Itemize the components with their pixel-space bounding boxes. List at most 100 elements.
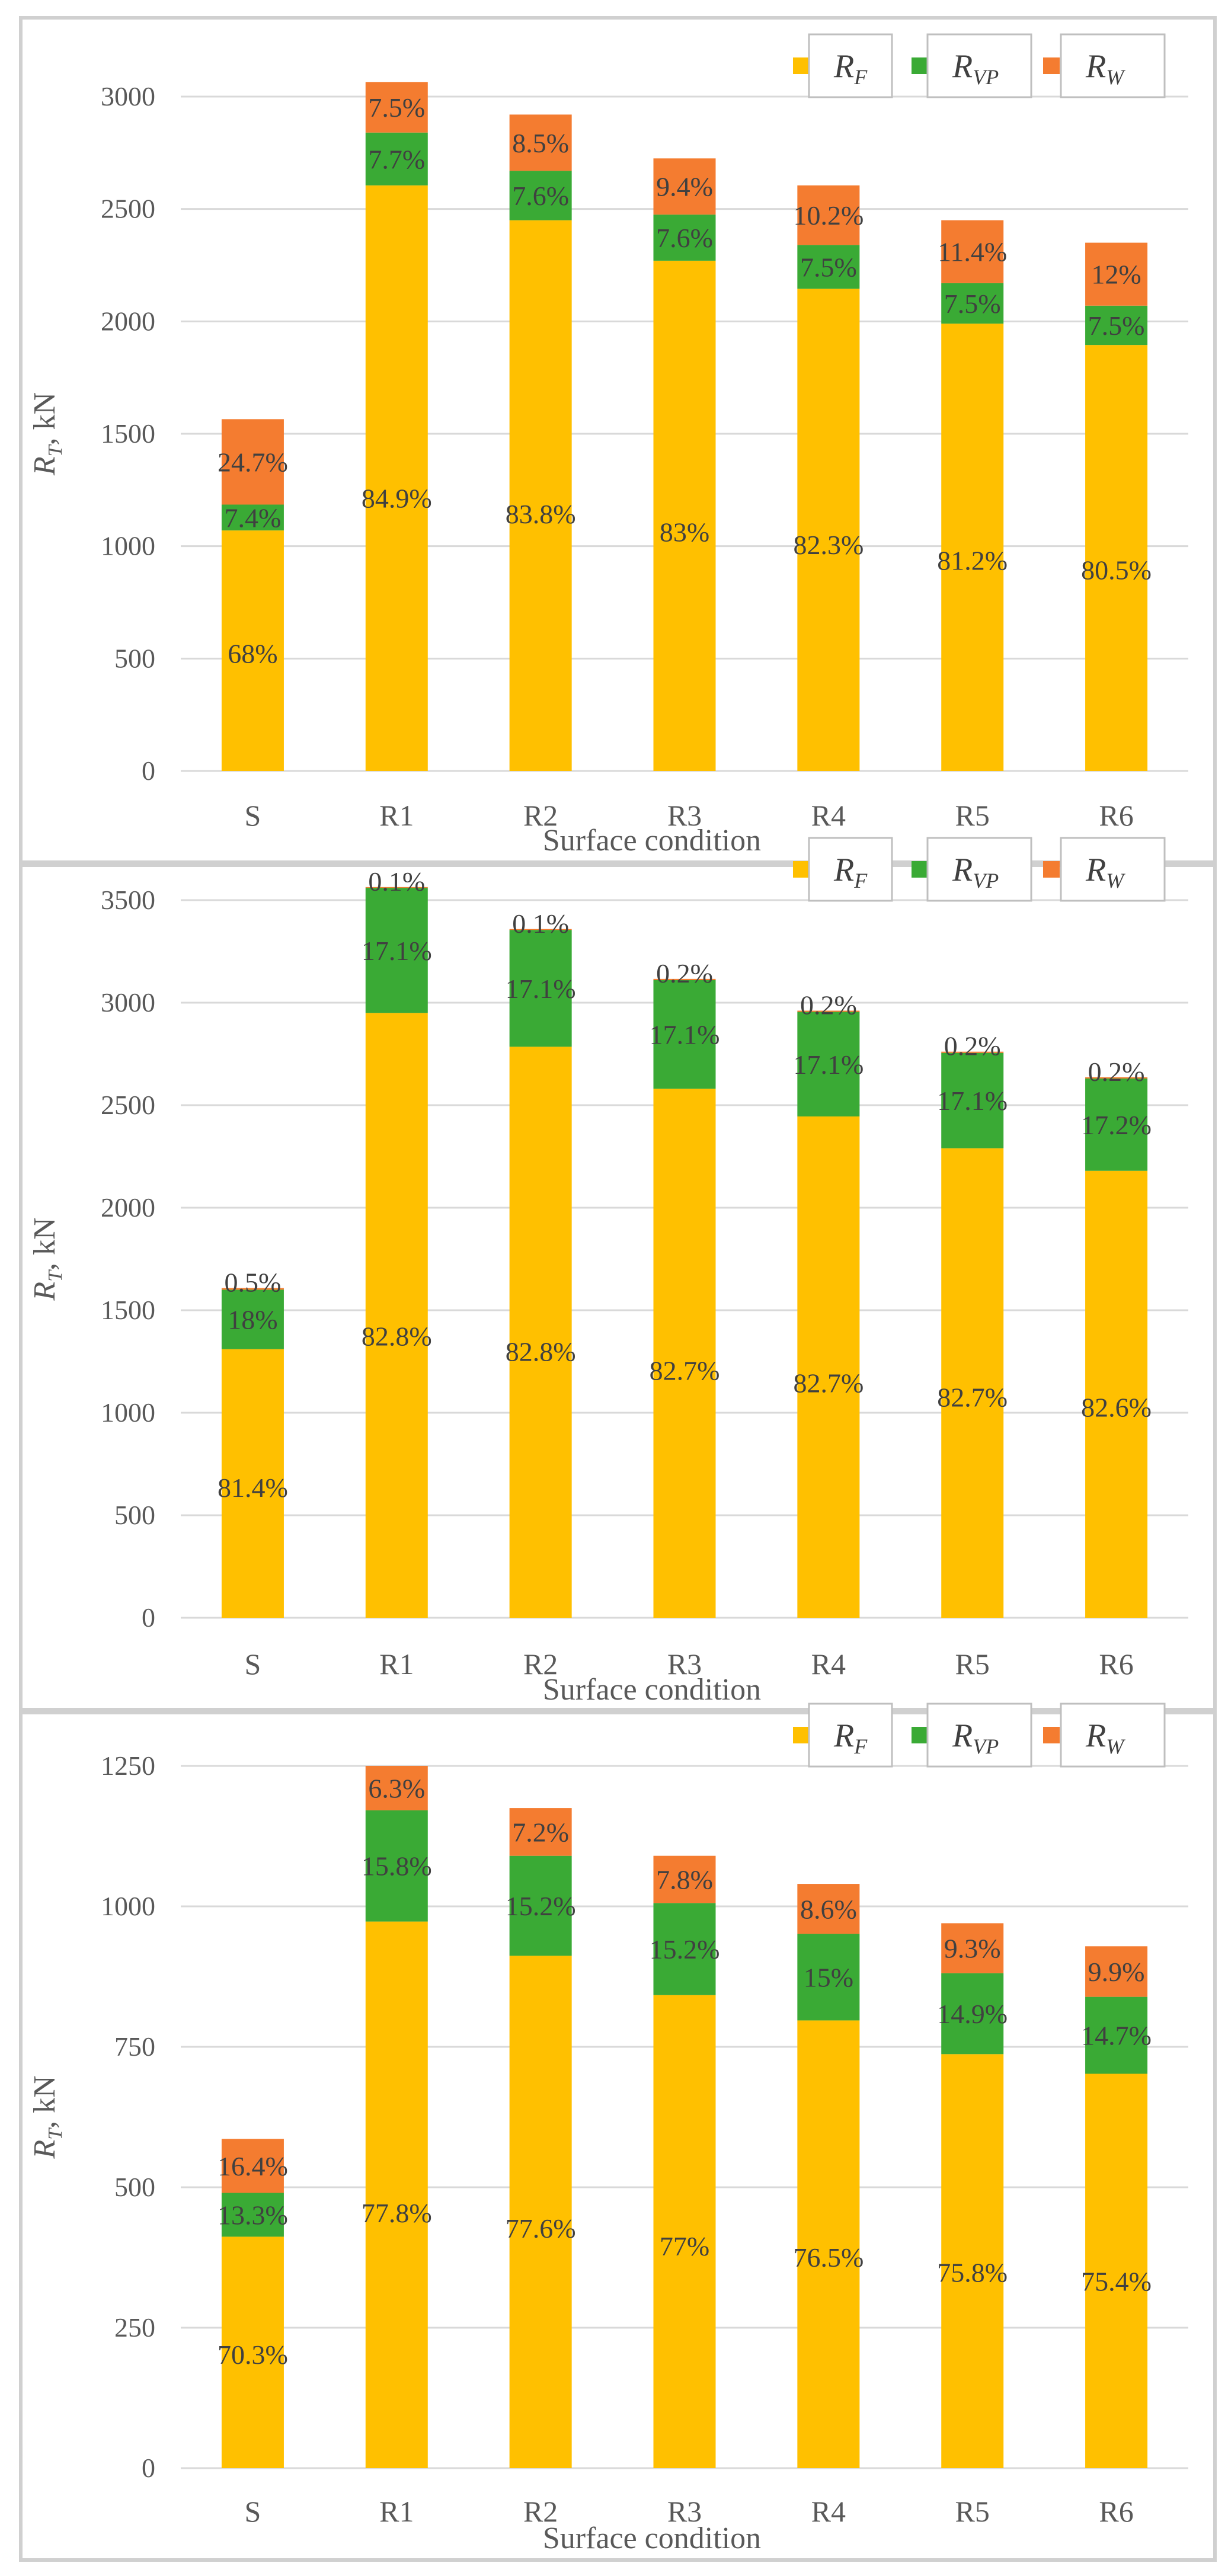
legend-swatch-RVP	[912, 57, 928, 74]
legend-symbol: R	[833, 852, 854, 888]
x-tick-label: R3	[667, 1647, 702, 1681]
data-label-RVP-R3: 15.2%	[650, 1934, 720, 1964]
data-label-RVP-R6: 14.7%	[1081, 2021, 1152, 2051]
bar-RF-R4	[797, 289, 860, 772]
data-label-RW-R1: 0.1%	[368, 866, 425, 897]
legend-item-RW: RW	[1043, 1703, 1166, 1768]
data-label-RW-R5: 9.3%	[944, 1934, 1001, 1964]
legend-swatch-RW	[1043, 861, 1060, 878]
y-tick-label: 2500	[101, 194, 155, 224]
legend-label-box	[926, 837, 1032, 902]
y-axis-title-subscript: T	[44, 1269, 66, 1282]
legend-label-RVP: RVP	[952, 48, 999, 89]
y-tick-label: 750	[114, 2031, 155, 2062]
y-tick-label: 1000	[101, 1891, 155, 1921]
y-axis-title-subscript: T	[44, 444, 66, 456]
legend-label-box	[1060, 1703, 1166, 1768]
x-tick-label: R4	[811, 1647, 846, 1681]
legend: RF RVP RW	[793, 837, 1166, 902]
legend-label-box	[808, 837, 893, 902]
data-label-RF-R2: 82.8%	[506, 1336, 576, 1367]
x-tick-label: R1	[379, 1647, 414, 1681]
data-label-RVP-R1: 17.1%	[362, 936, 432, 966]
legend-item-RF: RF	[793, 1703, 893, 1768]
data-label-RVP-R5: 17.1%	[937, 1086, 1008, 1116]
x-tick-label: R6	[1099, 1647, 1133, 1681]
legend-subscript: F	[853, 1735, 868, 1758]
legend-label-box	[808, 33, 893, 98]
data-label-RW-R2: 7.2%	[512, 1817, 569, 1847]
bar-RW-R1	[365, 82, 428, 133]
bar-RF-R2	[509, 1956, 572, 2468]
x-tick-label: R4	[811, 2495, 846, 2528]
bar-RW-R3	[653, 978, 716, 980]
data-label-RW-R1: 6.3%	[368, 1773, 425, 1803]
legend-label-box	[808, 1703, 893, 1768]
legend-swatch-RF	[793, 57, 810, 74]
data-label-RF-R4: 82.3%	[793, 530, 864, 560]
legend-label-box	[926, 1703, 1032, 1768]
bar-RVP-R3	[653, 1903, 716, 1995]
bar-RW-R5	[941, 1051, 1004, 1053]
legend-swatch-RVP	[912, 861, 928, 878]
legend: RF RVP RW	[793, 1703, 1166, 1768]
legend-label-box	[1060, 837, 1166, 902]
bar-RVP-R6	[1085, 305, 1148, 345]
legend-item-RVP: RVP	[912, 1703, 1032, 1768]
x-tick-label: R3	[667, 2495, 702, 2528]
data-label-RF-R1: 84.9%	[362, 483, 432, 513]
legend-symbol: R	[1085, 852, 1106, 888]
data-label-RVP-R2: 15.2%	[506, 1891, 576, 1921]
x-tick-label: R5	[955, 2495, 990, 2528]
bar-RVP-R6	[1085, 1996, 1148, 2074]
y-axis-title-symbol: R	[28, 456, 62, 476]
y-tick-label: 500	[114, 2172, 155, 2202]
y-tick-label: 1000	[101, 531, 155, 561]
data-label-RVP-R5: 14.9%	[937, 1999, 1008, 2029]
bar-RW-R1	[365, 887, 428, 888]
legend-subscript: F	[853, 869, 868, 892]
data-label-RVP-R1: 15.8%	[362, 1851, 432, 1881]
data-label-RF-R5: 82.7%	[937, 1382, 1008, 1412]
x-tick-label: S	[245, 2495, 261, 2528]
legend-item-RVP: RVP	[912, 837, 1032, 902]
data-label-RVP-R3: 7.6%	[656, 223, 713, 253]
y-tick-label: 1500	[101, 418, 155, 449]
bar-RF-R3	[653, 1089, 716, 1618]
data-label-RW-R6: 0.2%	[1088, 1057, 1145, 1087]
y-tick-label: 1500	[101, 1295, 155, 1325]
x-tick-label: S	[245, 799, 261, 832]
y-axis-title-unit: , kN	[28, 392, 62, 446]
data-label-RW-R2: 8.5%	[512, 128, 569, 158]
x-tick-label: R2	[523, 2495, 558, 2528]
data-label-RW-R3: 7.8%	[656, 1864, 713, 1895]
data-label-RF-R1: 77.8%	[362, 2198, 432, 2228]
x-tick-label: R1	[379, 799, 414, 832]
y-axis-title: RT, kN	[28, 2075, 66, 2159]
data-label-RF-R5: 75.8%	[937, 2258, 1008, 2288]
bar-RW-R2	[509, 1808, 572, 1856]
data-label-RW-R2: 0.1%	[512, 908, 569, 939]
legend-label-RF: RF	[833, 1717, 868, 1758]
bar-RW-R2	[509, 114, 572, 171]
bar-RW-R6	[1085, 1946, 1148, 1997]
data-label-RW-R3: 0.2%	[656, 958, 713, 988]
bar-RW-R5	[941, 220, 1004, 283]
bar-RF-R5	[941, 324, 1004, 771]
bar-RVP-S	[221, 504, 284, 531]
bar-RVP-R4	[797, 245, 860, 289]
legend: RF RVP RW	[793, 33, 1166, 98]
x-tick-label: S	[245, 1647, 261, 1681]
x-tick-label: R2	[523, 799, 558, 832]
bar-RVP-R5	[941, 1052, 1004, 1148]
x-tick-label: R6	[1099, 799, 1133, 832]
data-label-RW-R4: 8.6%	[800, 1894, 857, 1924]
bar-RW-R3	[653, 1855, 716, 1903]
data-label-RF-R6: 75.4%	[1081, 2267, 1152, 2297]
bar-RVP-S	[221, 2193, 284, 2237]
legend-symbol: R	[952, 852, 973, 888]
bar-RF-R1	[365, 1013, 428, 1618]
bar-RVP-R3	[653, 980, 716, 1089]
